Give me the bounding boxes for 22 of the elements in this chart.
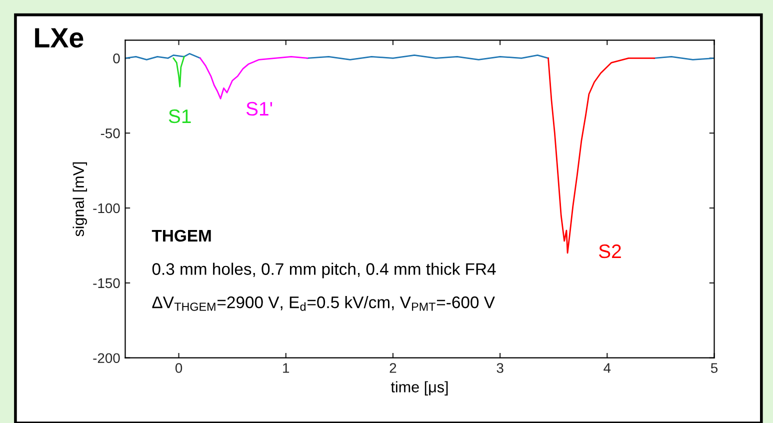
- line-series: [172, 56, 185, 88]
- y-tick-label: -100: [93, 203, 120, 214]
- y-tick-label: -200: [93, 353, 120, 364]
- y-tick-label: 0: [113, 54, 120, 64]
- series-label: S1: [168, 109, 191, 124]
- series-label: S2: [598, 244, 621, 258]
- annotation: ΔV$_{THGEM}$=2900 V, E$_{d}$=0.5 kV/cm, V$_{PMT}$=-600 V: [152, 296, 495, 311]
- y-tick-label: -150: [93, 278, 120, 288]
- annotation: 0.3 mm holes, 0.7 mm pitch, 0.4 mm thick FR4: [152, 262, 496, 278]
- y-axis-title: signal [mV]: [72, 162, 88, 236]
- series-label: S1': [246, 102, 272, 116]
- x-tick-label: 0: [175, 363, 182, 373]
- x-tick-label: 3: [496, 363, 504, 373]
- x-tick-label: 5: [710, 363, 718, 373]
- y-tick-label: -50: [100, 128, 120, 138]
- line-series: [200, 56, 308, 100]
- chart-title: LXe: [35, 28, 84, 48]
- x-axis-title: time [μs]: [390, 381, 448, 396]
- x-tick-label: 1: [283, 363, 290, 373]
- x-tick-label: 4: [604, 363, 611, 373]
- x-tick-label: 2: [390, 363, 396, 373]
- annotation: THGEM: [152, 230, 211, 242]
